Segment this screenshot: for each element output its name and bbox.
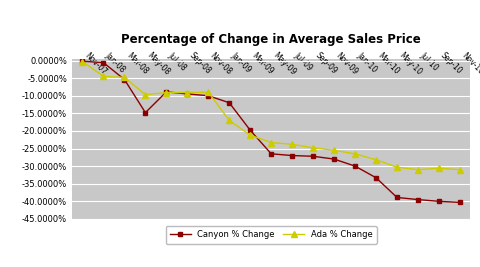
Canyon % Change	[394, 196, 400, 199]
Canyon % Change	[289, 154, 295, 157]
Canyon % Change	[373, 176, 379, 179]
Ada % Change	[436, 167, 442, 170]
Canyon % Change	[80, 60, 85, 63]
Ada % Change	[247, 134, 253, 137]
Ada % Change	[101, 75, 107, 78]
Ada % Change	[310, 146, 316, 150]
Title: Percentage of Change in Average Sales Price: Percentage of Change in Average Sales Pr…	[121, 33, 421, 46]
Ada % Change	[373, 158, 379, 161]
Canyon % Change	[247, 129, 253, 132]
Ada % Change	[143, 93, 148, 96]
Line: Canyon % Change: Canyon % Change	[81, 59, 462, 205]
Canyon % Change	[121, 78, 127, 81]
Ada % Change	[121, 76, 127, 79]
Canyon % Change	[164, 90, 169, 93]
Ada % Change	[184, 91, 190, 94]
Ada % Change	[164, 91, 169, 94]
Ada % Change	[80, 60, 85, 63]
Ada % Change	[331, 149, 337, 152]
Ada % Change	[415, 168, 421, 171]
Ada % Change	[227, 119, 232, 122]
Canyon % Change	[184, 92, 190, 96]
Canyon % Change	[436, 200, 442, 203]
Legend: Canyon % Change, Ada % Change: Canyon % Change, Ada % Change	[166, 226, 377, 244]
Canyon % Change	[415, 198, 421, 201]
Ada % Change	[268, 141, 274, 144]
Canyon % Change	[331, 158, 337, 161]
Ada % Change	[352, 152, 358, 155]
Ada % Change	[289, 143, 295, 146]
Ada % Change	[205, 91, 211, 94]
Canyon % Change	[457, 201, 463, 204]
Canyon % Change	[205, 94, 211, 97]
Canyon % Change	[310, 155, 316, 158]
Ada % Change	[394, 166, 400, 169]
Ada % Change	[457, 168, 463, 171]
Canyon % Change	[352, 164, 358, 168]
Canyon % Change	[101, 61, 107, 64]
Line: Ada % Change: Ada % Change	[80, 59, 463, 172]
Canyon % Change	[268, 152, 274, 155]
Canyon % Change	[227, 101, 232, 104]
Canyon % Change	[143, 111, 148, 114]
